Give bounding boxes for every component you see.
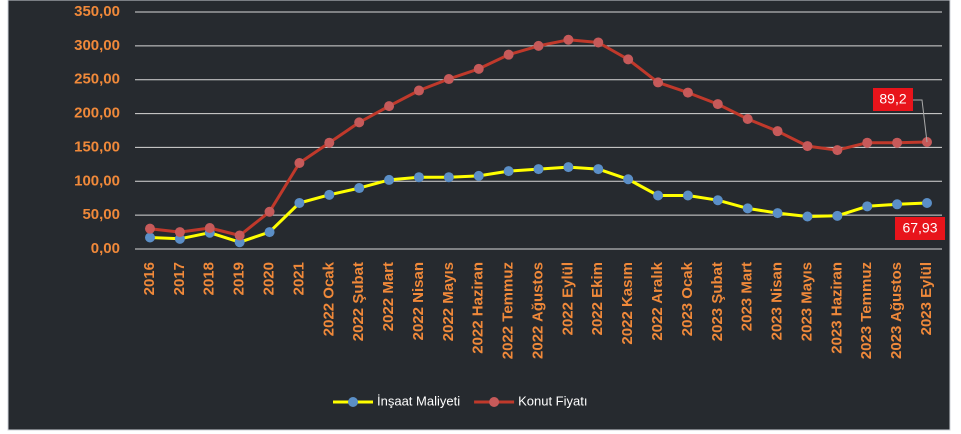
legend-marker [489,397,500,407]
x-tick-label: 2023 Ağustos [888,262,905,359]
marker [712,99,723,110]
marker [682,87,693,98]
marker [892,137,903,148]
marker [593,164,604,175]
marker [294,197,305,208]
x-tick-label: 2023 Nisan [769,262,786,340]
marker [234,230,245,241]
x-tick-label: 2023 Haziran [828,262,845,354]
x-tick-label: 2022 Ekim [589,262,606,335]
y-tick-label: 100,00 [74,172,120,189]
marker [354,117,365,128]
marker [623,54,634,65]
x-tick-label: 2022 Şubat [350,262,367,341]
legend-marker [348,397,358,407]
legend-label: Konut Fiyatı [518,393,587,408]
marker [354,183,365,194]
marker [503,166,514,177]
marker [503,49,514,60]
x-tick-label: 2022 Ocak [320,261,337,336]
marker [742,113,753,124]
marker [294,158,305,169]
x-tick-label: 2017 [171,262,188,295]
x-tick-label: 2018 [201,262,218,295]
marker [145,232,155,243]
x-tick-label: 2022 Temmuz [500,262,517,359]
marker [892,199,903,210]
marker [413,85,424,96]
marker [772,126,783,137]
marker [563,34,574,45]
x-tick-label: 2016 [141,262,158,295]
y-tick-label: 0,00 [91,240,120,257]
x-tick-label: 2022 Aralık [649,261,666,340]
annotation: 67,93 [902,220,937,236]
marker [443,172,454,183]
x-tick-label: 2019 [231,262,248,295]
marker [832,145,843,156]
x-tick-label: 2022 Kasım [619,262,636,345]
marker [413,172,424,183]
x-tick-label: 2023 Eylül [918,262,935,335]
x-tick-label: 2022 Ağustos [529,262,546,359]
marker [384,101,395,112]
marker [264,227,275,238]
x-tick-label: 2021 [290,262,307,295]
legend-label: İnşaat Maliyeti [377,393,460,408]
marker [653,190,664,201]
y-tick-label: 350,00 [74,3,120,20]
x-tick-label: 2022 Mart [380,262,397,331]
y-tick-label: 150,00 [74,138,120,155]
marker [533,164,544,175]
x-tick-label: 2023 Mayıs [798,262,815,341]
x-tick-label: 2022 Haziran [470,262,487,354]
marker [593,37,604,48]
marker [862,137,873,148]
annotation: 89,2 [879,91,906,107]
marker [204,223,215,234]
x-tick-label: 2023 Mart [739,262,756,331]
y-tick-label: 250,00 [74,71,120,88]
y-tick-label: 50,00 [82,206,120,223]
marker [802,141,813,152]
x-tick-label: 2022 Mayıs [440,262,457,341]
marker [384,174,395,185]
x-tick-label: 2023 Şubat [709,262,726,341]
marker [145,223,155,234]
marker [772,208,783,219]
marker [264,206,275,217]
marker [563,162,574,173]
annotation-leader [913,99,928,143]
marker [324,189,335,200]
marker [712,195,723,206]
marker [682,190,693,201]
marker [174,227,185,238]
marker [473,170,484,181]
marker [533,40,544,51]
marker [802,211,813,222]
marker [324,137,335,148]
annotation-box [873,88,913,111]
x-tick-label: 2023 Ocak [679,261,696,336]
y-tick-label: 300,00 [74,37,120,54]
marker [922,198,932,209]
x-tick-label: 2022 Nisan [410,262,427,340]
marker [832,210,843,221]
x-tick-label: 2023 Temmuz [858,262,875,359]
marker [623,174,634,185]
x-tick-label: 2020 [261,262,278,295]
marker [473,63,484,74]
x-tick-label: 2022 Eylül [559,262,576,335]
marker [742,203,753,214]
plot [145,34,932,248]
y-tick-label: 200,00 [74,105,120,122]
annotation-box [895,217,945,240]
marker [443,74,454,85]
marker [862,201,873,212]
marker [653,77,664,88]
